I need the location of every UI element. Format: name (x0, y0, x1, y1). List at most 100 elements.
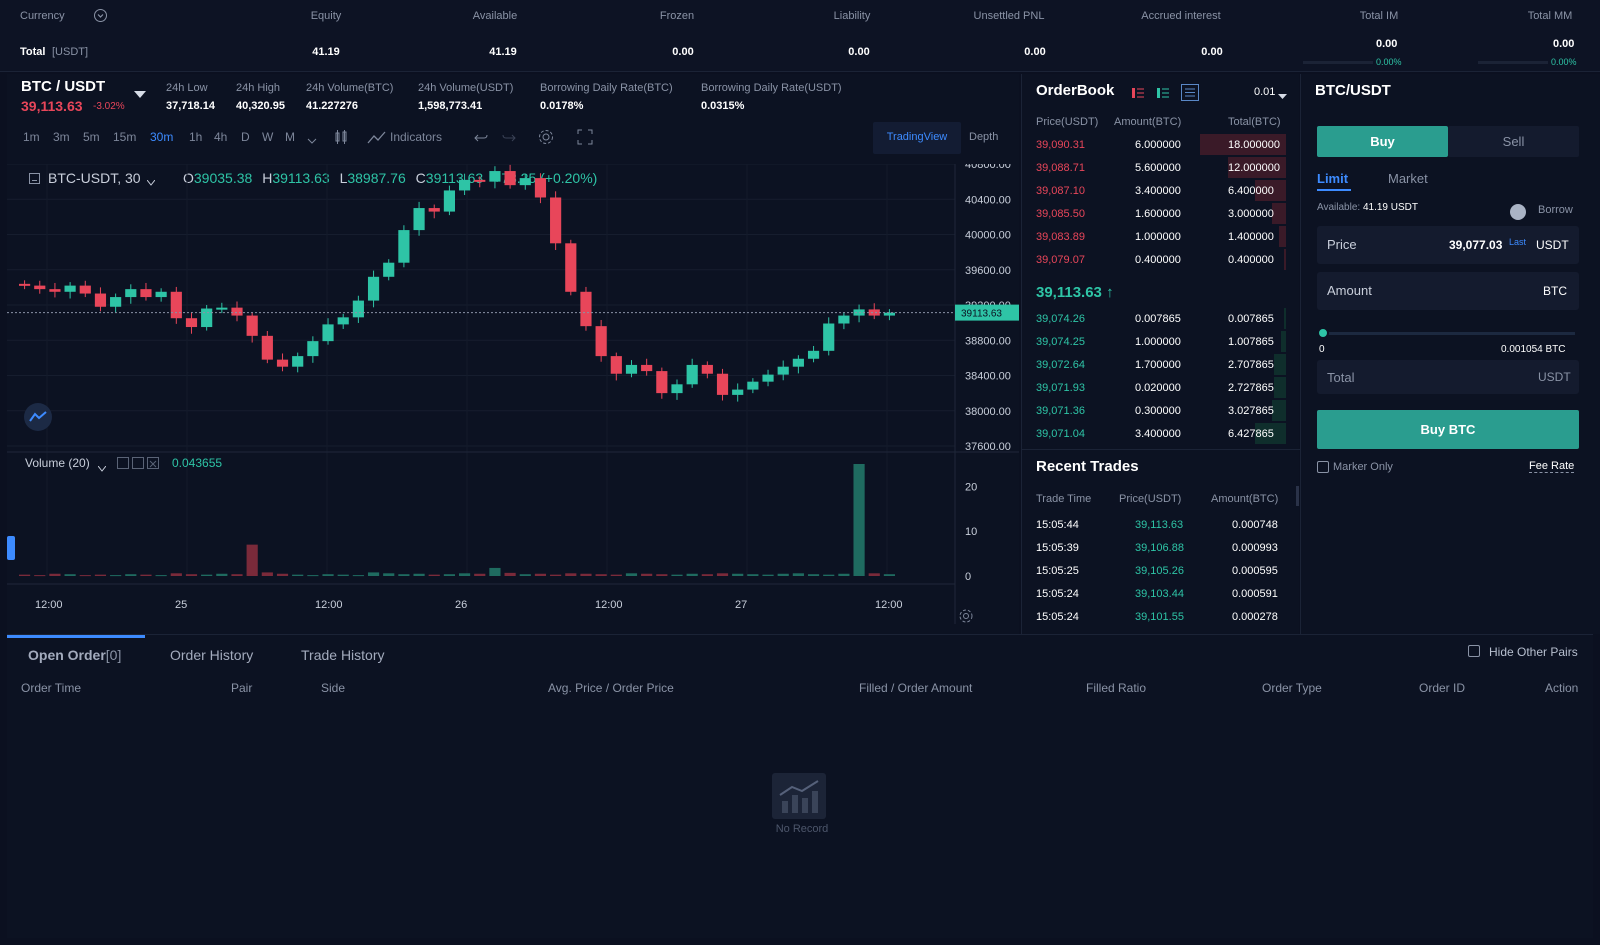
currency-toggle-icon[interactable] (94, 9, 107, 22)
volume-close-icon[interactable] (147, 457, 159, 469)
maker-only-checkbox[interactable] (1317, 461, 1329, 473)
borrow-toggle[interactable] (1510, 204, 1526, 220)
ask-row[interactable]: 39,087.10 3.400000 6.400000 (1022, 180, 1300, 203)
ob-price: 39,087.10 (1036, 185, 1085, 197)
orderbook-title: OrderBook (1036, 82, 1115, 99)
volume-bar (367, 572, 380, 576)
undo-icon[interactable] (474, 130, 488, 147)
indicators-icon[interactable] (367, 129, 387, 148)
bid-row[interactable]: 39,071.04 3.400000 6.427865 (1022, 423, 1300, 446)
stat-label-borrow-btc: Borrowing Daily Rate(BTC) (540, 82, 673, 94)
candle-body (671, 384, 683, 394)
chart-symbol[interactable]: BTC-USDT, 30 (48, 170, 141, 186)
last-price-tag: 39113.63 (961, 309, 1002, 320)
timeframe-d[interactable]: D (241, 130, 250, 144)
amount-slider-handle[interactable] (1317, 327, 1329, 339)
price-last-button[interactable]: Last (1509, 237, 1527, 247)
collapse-legend-icon[interactable] (29, 173, 40, 184)
available-value: 41.19 (489, 46, 517, 58)
view-bids-icon[interactable] (1156, 86, 1170, 103)
tab-open-order[interactable]: Open Order[0] (28, 647, 121, 663)
fee-rate-link[interactable]: Fee Rate (1529, 460, 1575, 473)
ask-row[interactable]: 39,085.50 1.600000 3.000000 (1022, 203, 1300, 226)
ask-row[interactable]: 39,090.31 6.000000 18.000000 (1022, 134, 1300, 157)
ask-row[interactable]: 39,088.71 5.600000 12.000000 (1022, 157, 1300, 180)
ob-total: 1.007865 (1228, 336, 1274, 348)
ob-price: 39,085.50 (1036, 208, 1085, 220)
tradingview-tab[interactable]: TradingView (873, 122, 961, 154)
amount-field-label: Amount (1327, 283, 1372, 298)
time-axis-label: 27 (735, 599, 747, 611)
accrued-interest-value: 0.00 (1201, 46, 1223, 58)
price-input-value[interactable]: 39,077.03 (1449, 238, 1503, 252)
candle-body (807, 350, 820, 359)
candlestick-chart[interactable]: 40800.0040400.0040000.0039600.0039200.00… (7, 164, 1019, 624)
bid-row[interactable]: 39,071.93 0.020000 2.727865 (1022, 377, 1300, 400)
precision-select[interactable]: 0.01 (1254, 86, 1276, 98)
timeframe-w[interactable]: W (262, 130, 274, 144)
col-side: Side (321, 681, 346, 695)
sell-tab[interactable]: Sell (1448, 126, 1579, 157)
total-input[interactable]: Total (1327, 370, 1355, 385)
bid-row[interactable]: 39,072.64 1.700000 2.707865 (1022, 354, 1300, 377)
slider-max-label: 0.001054 BTC (1501, 344, 1566, 355)
timeframe-30m[interactable]: 30m (150, 130, 174, 144)
timeframe-15m[interactable]: 15m (113, 130, 137, 144)
volume-bar (550, 574, 562, 576)
depth-bar (1255, 423, 1286, 444)
amount-slider-track[interactable] (1321, 332, 1575, 335)
symbol-dropdown-icon[interactable] (146, 175, 156, 189)
ask-row[interactable]: 39,083.89 1.000000 1.400000 (1022, 226, 1300, 249)
precision-dropdown-icon[interactable] (1278, 89, 1287, 103)
ask-row[interactable]: 39,079.07 0.400000 0.400000 (1022, 249, 1300, 272)
amount-field[interactable]: Amount BTC (1317, 272, 1579, 310)
tab-order-history[interactable]: Order History (170, 647, 254, 663)
candle-body (185, 318, 198, 328)
depth-bar (1271, 400, 1286, 421)
candle-type-icon[interactable] (333, 129, 349, 148)
price-axis-label: 37600.00 (965, 441, 1011, 453)
stat-label-24h-vol-btc: 24h Volume(BTC) (306, 82, 394, 94)
limit-tab[interactable]: Limit (1317, 171, 1349, 186)
redo-icon[interactable] (502, 130, 516, 147)
ob-total: 6.400000 (1228, 185, 1274, 197)
bid-row[interactable]: 39,071.36 0.300000 3.027865 (1022, 400, 1300, 423)
bid-row[interactable]: 39,074.25 1.000000 1.007865 (1022, 331, 1300, 354)
logo-watermark-icon[interactable] (24, 403, 52, 431)
price-axis-label: 40800.00 (965, 164, 1011, 171)
timeframe-more-icon[interactable] (307, 134, 317, 148)
volume-eye-icon[interactable] (117, 457, 129, 469)
pair-dropdown-icon[interactable] (134, 88, 146, 102)
stat-label-24h-high: 24h High (236, 82, 281, 94)
timeframe-3m[interactable]: 3m (53, 130, 70, 144)
timeframe-5m[interactable]: 5m (83, 130, 100, 144)
buy-btc-button[interactable]: Buy BTC (1317, 410, 1579, 449)
indicators-button[interactable]: Indicators (390, 130, 443, 144)
bid-row[interactable]: 39,074.26 0.007865 0.007865 (1022, 308, 1300, 331)
timeframe-1h[interactable]: 1h (189, 130, 203, 144)
timeframe-4h[interactable]: 4h (214, 130, 228, 144)
chart-settings-gear-icon[interactable] (958, 608, 974, 627)
hide-other-pairs-checkbox[interactable] (1468, 645, 1480, 657)
view-asks-bids-icon[interactable] (1131, 86, 1145, 103)
pair-title[interactable]: BTC / USDT (21, 78, 106, 95)
volume-dropdown-icon[interactable] (97, 461, 107, 475)
price-field[interactable]: Price 39,077.03 Last USDT (1317, 226, 1579, 264)
tab-trade-history[interactable]: Trade History (301, 647, 385, 663)
volume-settings-icon[interactable] (132, 457, 144, 469)
market-tab[interactable]: Market (1388, 171, 1428, 186)
depth-tab[interactable]: Depth (969, 131, 999, 143)
timeframe-m[interactable]: M (285, 130, 295, 144)
fullscreen-icon[interactable] (577, 129, 593, 148)
view-asks-icon[interactable] (1181, 84, 1199, 101)
candle-body (307, 341, 319, 357)
recent-trades-scrollbar[interactable] (1296, 486, 1299, 506)
volume-bar (853, 464, 865, 576)
timeframe-1m[interactable]: 1m (23, 130, 40, 144)
trade-pair-title: BTC/USDT (1315, 82, 1391, 99)
buy-tab[interactable]: Buy (1317, 126, 1448, 157)
depth-bar (1279, 226, 1286, 247)
settings-gear-icon[interactable] (537, 128, 555, 149)
resize-handle[interactable] (7, 536, 15, 560)
total-field[interactable]: Total USDT (1317, 360, 1579, 394)
